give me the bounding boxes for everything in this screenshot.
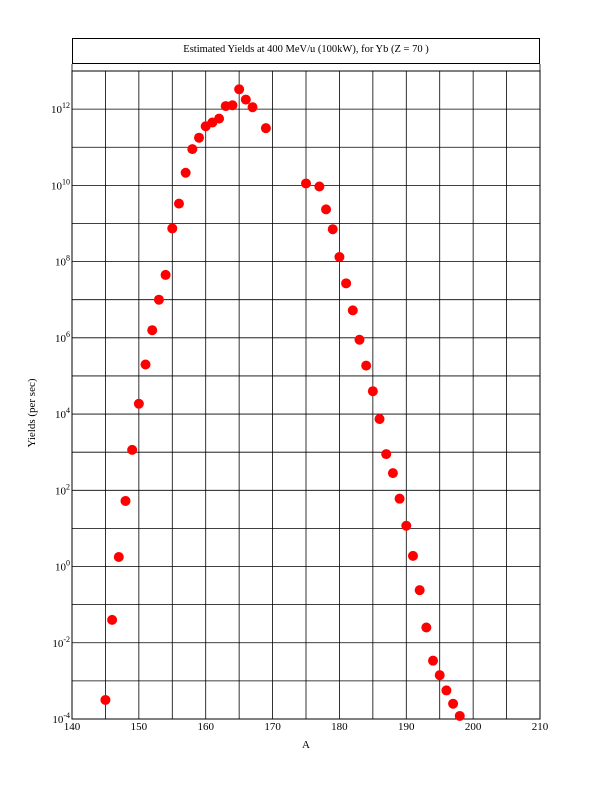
chart-title: Estimated Yields at 400 MeV/u (100kW), f…	[183, 44, 429, 55]
y-tick-exponent: 4	[66, 406, 70, 415]
data-point	[187, 144, 198, 155]
y-tick-base: 10	[55, 562, 67, 574]
data-point	[381, 449, 392, 460]
data-point	[347, 305, 358, 316]
data-point	[321, 204, 332, 215]
chart-title-box: Estimated Yields at 400 MeV/u (100kW), f…	[72, 38, 540, 64]
data-point	[301, 178, 311, 189]
data-point	[260, 123, 271, 134]
data-point	[341, 278, 352, 289]
y-tick-label: 10-2	[52, 635, 70, 650]
y-tick-exponent: 12	[62, 101, 70, 110]
y-tick-exponent: -2	[63, 635, 70, 644]
y-tick-label: 100	[55, 559, 70, 574]
y-tick-base: 10	[55, 257, 67, 269]
x-tick-label: 150	[131, 721, 148, 733]
x-tick-label: 180	[331, 721, 348, 733]
data-point	[167, 223, 178, 234]
data-point	[354, 334, 365, 345]
y-tick-label: 108	[55, 254, 70, 269]
data-point	[100, 694, 111, 705]
y-tick-label: 1012	[51, 101, 70, 116]
y-tick-exponent: 8	[66, 254, 70, 263]
y-tick-base: 10	[52, 714, 64, 726]
y-tick-base: 10	[55, 409, 67, 421]
data-point	[394, 493, 405, 504]
x-tick-label: 160	[197, 721, 214, 733]
data-point	[441, 685, 452, 696]
data-point	[227, 100, 238, 111]
y-tick-base: 10	[55, 333, 67, 345]
x-axis-label: A	[302, 739, 310, 751]
data-point	[234, 84, 245, 95]
y-tick-exponent: -4	[63, 711, 70, 720]
data-point	[314, 181, 325, 192]
plot-area-border	[71, 70, 541, 720]
grid	[72, 70, 540, 719]
data-point	[327, 224, 338, 235]
data-point	[173, 198, 184, 209]
y-tick-label: 10-4	[52, 711, 70, 726]
data-point	[387, 468, 398, 479]
y-tick-base: 10	[55, 485, 67, 497]
y-tick-label: 106	[55, 330, 70, 345]
y-tick-base: 10	[51, 180, 63, 192]
plot-frame	[71, 64, 541, 720]
data-point	[107, 614, 118, 625]
data-point	[180, 167, 191, 178]
x-tick-label: 190	[398, 721, 415, 733]
y-tick-exponent: 6	[66, 330, 70, 339]
x-tick-label: 200	[465, 721, 482, 733]
data-point	[367, 386, 378, 397]
y-tick-exponent: 2	[66, 482, 70, 491]
data-point	[448, 698, 459, 709]
data-point	[434, 670, 445, 681]
data-point	[247, 102, 258, 113]
y-axis-label: Yields (per sec)	[26, 378, 38, 447]
data-point	[160, 269, 171, 280]
y-tick-label: 102	[55, 482, 70, 497]
data-point	[414, 585, 425, 596]
data-point	[113, 552, 124, 562]
x-tick-label: 170	[264, 721, 281, 733]
y-tick-label: 1010	[51, 177, 70, 192]
data-point	[120, 495, 131, 506]
data-point	[421, 622, 432, 633]
data-points	[100, 84, 465, 721]
y-tick-label: 104	[55, 406, 70, 421]
data-point	[214, 113, 225, 124]
y-tick-base: 10	[52, 638, 64, 650]
data-point	[334, 252, 345, 263]
data-point	[374, 414, 385, 425]
y-tick-exponent: 0	[66, 559, 70, 568]
data-point	[147, 325, 158, 336]
data-point	[194, 132, 205, 143]
y-tick-base: 10	[51, 104, 63, 116]
data-point	[133, 398, 144, 409]
data-point	[153, 294, 164, 305]
data-point	[454, 710, 465, 721]
x-tick-labels: 140 150 160 170 180 190 200 210	[64, 721, 549, 733]
data-point	[140, 359, 151, 370]
y-tick-exponent: 10	[62, 177, 70, 186]
data-point	[401, 520, 412, 531]
data-point	[127, 444, 138, 455]
data-point	[407, 550, 418, 561]
x-tick-label: 140	[64, 721, 81, 733]
data-point	[428, 655, 439, 666]
x-tick-label: 210	[532, 721, 549, 733]
data-point	[361, 360, 372, 371]
data-point	[240, 94, 251, 105]
